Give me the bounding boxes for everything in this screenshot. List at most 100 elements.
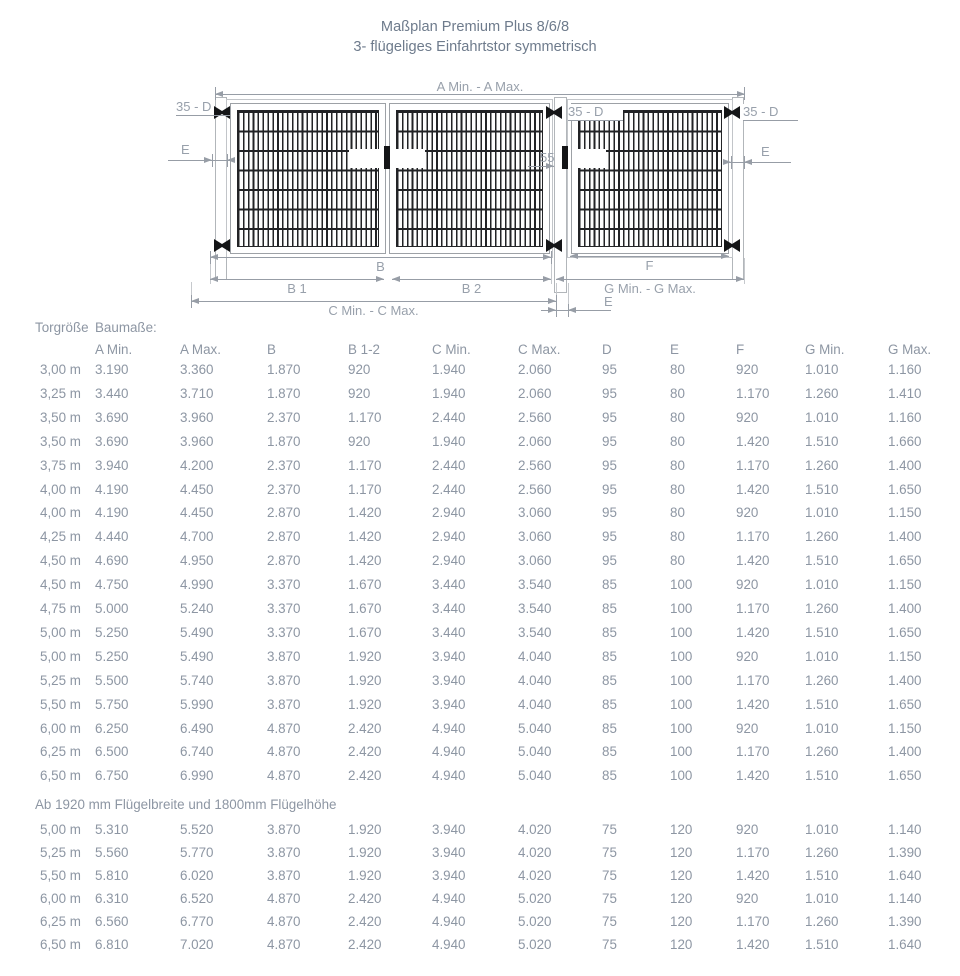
cell-value: 1.400 xyxy=(888,601,922,616)
extension-line xyxy=(551,258,552,284)
cell-torgroesse: 4,00 m xyxy=(40,481,81,497)
cell-value: 920 xyxy=(736,577,759,593)
cell-torgroesse: 4,00 m xyxy=(40,505,81,521)
cell-value: 5.810 xyxy=(95,867,129,883)
cell-value: 3.870 xyxy=(267,648,301,664)
cell-value: 4.040 xyxy=(518,696,552,712)
table-group-header: Baumaße: xyxy=(95,320,157,335)
cell-value: 100 xyxy=(670,601,693,616)
cell-value: 2.870 xyxy=(267,505,301,521)
cell-value: 120 xyxy=(670,867,693,883)
cell-value: 1.260 xyxy=(805,385,839,401)
cell-torgroesse: 6,25 m xyxy=(40,913,81,929)
table-row: 4,50 m 4.750 4.990 3.370 1.670 3.440 3.540 85 10… xyxy=(0,577,960,597)
cell-value: 4.020 xyxy=(518,822,552,837)
arrow-left-icon xyxy=(744,159,752,165)
cell-value: 3.540 xyxy=(518,624,552,640)
dim-g-line xyxy=(556,279,744,280)
cell-torgroesse: 4,75 m xyxy=(40,601,81,616)
cell-value: 3.870 xyxy=(267,822,301,837)
cell-value: 85 xyxy=(602,601,617,616)
cell-value: 6.490 xyxy=(180,720,214,736)
cell-value: 1.420 xyxy=(736,867,770,883)
cell-value: 85 xyxy=(602,648,617,664)
dim-tick xyxy=(556,295,557,308)
cell-value: 75 xyxy=(602,844,617,860)
col-header-a-min: A Min. xyxy=(95,342,133,357)
cell-value: 920 xyxy=(736,822,759,837)
cell-value: 1.420 xyxy=(348,529,382,545)
dim-tick xyxy=(556,304,557,317)
cell-value: 4.750 xyxy=(95,577,129,593)
cell-torgroesse: 5,25 m xyxy=(40,844,81,860)
gate-wing-1 xyxy=(230,103,386,254)
cell-value: 920 xyxy=(348,433,371,449)
hinge-icon xyxy=(545,106,563,119)
cell-value: 4.870 xyxy=(267,744,301,760)
cell-value: 5.250 xyxy=(95,624,129,640)
cell-value: 3.870 xyxy=(267,867,301,883)
center-latch-bar xyxy=(384,146,390,169)
cell-value: 2.420 xyxy=(348,720,382,736)
arrow-right-icon xyxy=(546,163,554,169)
cell-value: 1.870 xyxy=(267,433,301,449)
cell-value: 1.170 xyxy=(736,844,770,860)
table-row: 4,00 m 4.190 4.450 2.870 1.420 2.940 3.060 95 80… xyxy=(0,505,960,525)
cell-value: 1.940 xyxy=(432,385,466,401)
cell-value: 2.060 xyxy=(518,362,552,377)
arrow-right-icon xyxy=(723,159,731,165)
cell-value: 3.870 xyxy=(267,844,301,860)
cell-value: 6.310 xyxy=(95,890,129,906)
cell-value: 920 xyxy=(736,890,759,906)
cell-value: 5.020 xyxy=(518,890,552,906)
cell-value: 2.060 xyxy=(518,433,552,449)
cell-value: 80 xyxy=(670,362,685,377)
cell-torgroesse: 5,50 m xyxy=(40,867,81,883)
cell-value: 5.040 xyxy=(518,744,552,760)
dim-55-label: 55 xyxy=(540,150,555,165)
cell-value: 5.000 xyxy=(95,601,129,616)
cell-value: 1.170 xyxy=(736,672,770,688)
cell-value: 100 xyxy=(670,768,693,784)
dim-c-line xyxy=(191,301,556,302)
cell-value: 3.190 xyxy=(95,362,129,377)
cell-value: 5.490 xyxy=(180,624,214,640)
cell-value: 3.710 xyxy=(180,385,214,401)
dim-f-label: F xyxy=(645,258,654,273)
cell-value: 1.150 xyxy=(888,648,922,664)
cell-value: 1.510 xyxy=(805,624,839,640)
cell-value: 1.170 xyxy=(736,601,770,616)
cell-value: 1.010 xyxy=(805,648,839,664)
table-row: 5,25 m 5.560 5.770 3.870 1.920 3.940 4.020 75 12… xyxy=(0,845,960,865)
cell-value: 100 xyxy=(670,744,693,760)
cell-value: 4.870 xyxy=(267,913,301,929)
cell-value: 2.940 xyxy=(432,529,466,545)
cell-value: 1.170 xyxy=(348,409,382,425)
cell-value: 1.510 xyxy=(805,696,839,712)
cell-value: 4.870 xyxy=(267,720,301,736)
cell-value: 3.540 xyxy=(518,577,552,593)
cell-value: 95 xyxy=(602,457,617,473)
hinge-icon xyxy=(213,239,231,252)
cell-value: 6.810 xyxy=(95,936,129,952)
cell-value: 5.020 xyxy=(518,936,552,952)
cell-value: 1.400 xyxy=(888,744,922,760)
cell-value: 6.500 xyxy=(95,744,129,760)
cell-value: 1.920 xyxy=(348,822,382,837)
cell-value: 85 xyxy=(602,768,617,784)
cell-value: 3.370 xyxy=(267,577,301,593)
cell-value: 920 xyxy=(736,409,759,425)
cell-value: 2.420 xyxy=(348,744,382,760)
arrow-right-icon xyxy=(376,276,384,282)
dim-35d-right-label: 35 - D xyxy=(743,104,798,121)
cell-value: 6.560 xyxy=(95,913,129,929)
cell-value: 3.690 xyxy=(95,433,129,449)
cell-value: 1.010 xyxy=(805,822,839,837)
arrow-right-icon xyxy=(543,276,551,282)
col-header-d: D xyxy=(602,342,612,357)
cell-value: 1.260 xyxy=(805,529,839,545)
cell-value: 3.440 xyxy=(432,601,466,616)
cell-value: 3.870 xyxy=(267,672,301,688)
dim-e-bottom-label: E xyxy=(604,294,613,309)
cell-value: 2.370 xyxy=(267,481,301,497)
